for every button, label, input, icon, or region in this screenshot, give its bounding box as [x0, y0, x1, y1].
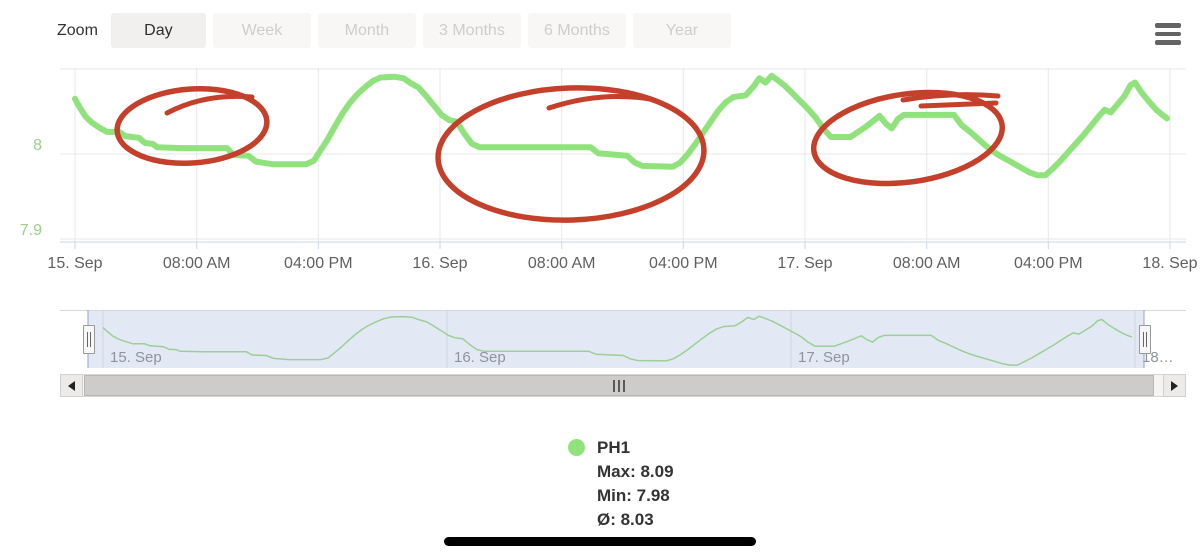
navigator[interactable]: 15. Sep 16. Sep 17. Sep 18… [60, 310, 1186, 368]
main-chart: 15. Sep 08:00 AM 04:00 PM 16. Sep 08:00 AM 04… [20, 68, 1198, 272]
arrow-left-icon [68, 380, 75, 391]
scrollbar-left-button[interactable] [60, 374, 83, 397]
x-axis-label: 08:00 AM [163, 255, 231, 272]
legend-marker [568, 439, 585, 456]
y-axis-label: 8 [33, 137, 42, 154]
navigator-left-handle[interactable] [83, 325, 95, 354]
hamburger-icon [1155, 21, 1185, 45]
scrollbar-grip-icon [613, 379, 625, 392]
range-button-month[interactable]: Month [317, 13, 416, 48]
navigator-right-handle[interactable] [1139, 325, 1151, 354]
context-menu-button[interactable] [1155, 21, 1185, 47]
navigator-date-label: 15. Sep [110, 349, 162, 366]
scrollbar-track[interactable] [83, 374, 1163, 397]
navigator-mask[interactable] [88, 310, 1144, 368]
range-button-3months[interactable]: 3 Months [422, 13, 521, 48]
x-axis-label: 04:00 PM [1014, 255, 1082, 272]
scrollbar-right-button[interactable] [1163, 374, 1186, 397]
red-circle-annotation [435, 85, 707, 223]
home-indicator [444, 537, 756, 546]
x-axis-label: 04:00 PM [284, 255, 352, 272]
navigator-chart: 15. Sep 16. Sep 17. Sep 18… [60, 310, 1186, 368]
zoom-label: Zoom [57, 21, 98, 39]
y-axis-label: 7.9 [20, 222, 42, 239]
legend-min-value: Min: 7.98 [597, 486, 670, 505]
red-circle-annotation [114, 85, 270, 167]
legend-item-ph1[interactable]: PH1 Max: 8.09 Min: 7.98 Ø: 8.03 [568, 436, 674, 532]
x-axis-label: 08:00 AM [893, 255, 961, 272]
navigator-date-label: 16. Sep [454, 349, 506, 366]
x-axis-label: 08:00 AM [528, 255, 596, 272]
red-pen-annotations [114, 85, 1006, 223]
red-circle-annotation [810, 89, 1006, 187]
navigator-date-label: 17. Sep [798, 349, 850, 366]
legend-series-name: PH1 [597, 438, 631, 457]
x-axis-label: 18. Sep [1142, 255, 1197, 272]
legend-text: PH1 Max: 8.09 Min: 7.98 Ø: 8.03 [597, 436, 674, 532]
x-axis-label: 04:00 PM [649, 255, 717, 272]
range-button-6months[interactable]: 6 Months [527, 13, 626, 48]
range-button-year[interactable]: Year [632, 13, 731, 48]
scrollbar [60, 374, 1186, 397]
navigator-series-line [102, 315, 1133, 366]
legend-max-value: Max: 8.09 [597, 462, 674, 481]
red-pen-stroke [546, 93, 653, 111]
range-button-week[interactable]: Week [212, 13, 311, 48]
red-pen-stroke [918, 100, 999, 109]
red-pen-stroke [164, 93, 255, 116]
scrollbar-thumb[interactable] [84, 375, 1154, 396]
x-axis-label: 17. Sep [777, 255, 832, 272]
x-axis-label: 15. Sep [47, 255, 102, 272]
range-button-day[interactable]: Day [110, 13, 206, 48]
x-axis-label: 16. Sep [412, 255, 467, 272]
range-selector: Zoom Day Week Month 3 Months 6 Months Ye… [57, 13, 731, 48]
series-line-ph1[interactable] [72, 72, 1170, 179]
legend-mean-value: Ø: 8.03 [597, 510, 654, 529]
arrow-right-icon [1171, 380, 1178, 391]
red-pen-stroke [900, 92, 1001, 103]
